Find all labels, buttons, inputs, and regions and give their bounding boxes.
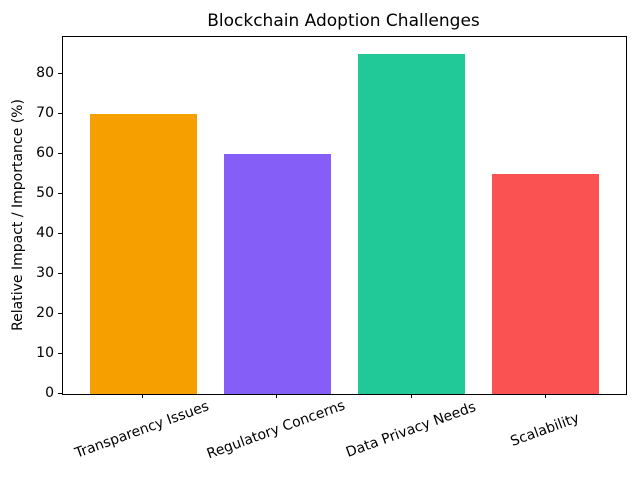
x-tick-label: Scalability	[508, 410, 582, 450]
y-tick-mark	[58, 73, 62, 74]
y-tick-label: 20	[36, 305, 54, 321]
x-tick-mark	[544, 394, 546, 398]
y-tick-mark	[58, 393, 62, 394]
y-tick-label: 80	[36, 65, 54, 81]
bar-transparency-issues	[89, 114, 198, 394]
y-tick-label: 40	[36, 225, 54, 241]
x-tick-label: Data Privacy Needs	[343, 399, 478, 461]
y-tick-mark	[58, 233, 62, 234]
x-tick-mark	[276, 394, 278, 398]
bar-scalability	[491, 174, 600, 394]
chart-title: Blockchain Adoption Challenges	[207, 11, 480, 31]
y-tick-label: 60	[36, 145, 54, 161]
y-tick-mark	[58, 193, 62, 194]
y-tick-label: 70	[36, 105, 54, 121]
y-tick-label: 30	[36, 265, 54, 281]
y-axis-label: Relative Impact / Importance (%)	[10, 99, 26, 331]
y-tick-mark	[58, 273, 62, 274]
bar-data-privacy-needs	[357, 54, 466, 394]
y-tick-mark	[58, 153, 62, 154]
y-tick-label: 10	[36, 345, 54, 361]
x-tick-label: Transparency Issues	[73, 398, 212, 462]
y-tick-label: 0	[45, 385, 54, 401]
y-tick-mark	[58, 113, 62, 114]
x-tick-mark	[142, 394, 144, 398]
x-tick-mark	[410, 394, 412, 398]
y-tick-mark	[58, 313, 62, 314]
y-tick-label: 50	[36, 185, 54, 201]
plot-area	[62, 36, 627, 395]
bar-regulatory-concerns	[223, 154, 332, 394]
y-tick-mark	[58, 353, 62, 354]
x-tick-label: Regulatory Concerns	[205, 397, 348, 463]
